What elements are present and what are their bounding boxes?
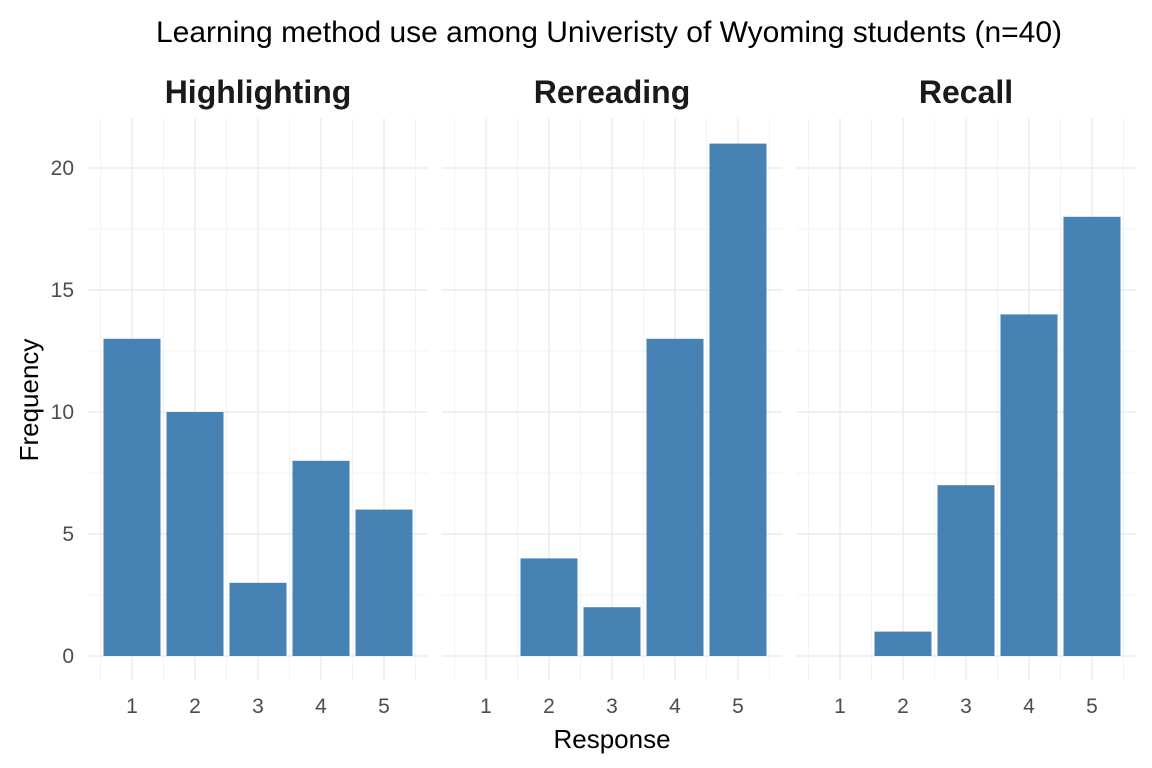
x-tick-label: 5	[732, 695, 744, 718]
x-tick-label: 1	[834, 695, 846, 718]
x-tick-label: 4	[669, 695, 681, 718]
bar-rereading-2	[520, 558, 578, 656]
bar-highlighting-5	[355, 509, 413, 656]
x-tick-label: 1	[126, 695, 138, 718]
y-tick-label: 0	[62, 645, 74, 668]
bar-rereading-5	[709, 143, 767, 657]
bar-highlighting-1	[103, 338, 161, 656]
x-tick-label: 3	[606, 695, 618, 718]
x-tick-label: 1	[480, 695, 492, 718]
bar-recall-2	[874, 631, 932, 656]
x-tick-label: 4	[315, 695, 327, 718]
bar-recall-5	[1063, 216, 1121, 657]
x-tick-label: 2	[897, 695, 909, 718]
y-tick-label: 20	[51, 157, 74, 180]
facet-panel-highlighting: 1 2 3 4 5 Highlighting	[88, 74, 428, 718]
facet-strip-label: Recall	[919, 74, 1013, 110]
y-axis-title: Frequency	[14, 339, 44, 462]
x-tick-label: 2	[189, 695, 201, 718]
bar-highlighting-2	[166, 412, 224, 656]
x-tick-label: 2	[543, 695, 555, 718]
facet-strip-label: Highlighting	[165, 74, 352, 110]
facet-panels: 1 2 3 4 5 Highlighting 1 2 3 4 5 Rereading 1 2 3 4 5 Reca…	[88, 74, 1136, 718]
bar-recall-4	[1000, 314, 1058, 656]
x-tick-label: 3	[252, 695, 264, 718]
x-tick-label: 5	[1086, 695, 1098, 718]
y-tick-label: 5	[62, 523, 74, 546]
x-tick-label: 5	[378, 695, 390, 718]
y-tick-label: 10	[51, 401, 74, 424]
facet-panel-recall: 1 2 3 4 5 Recall	[796, 74, 1136, 718]
bar-highlighting-4	[292, 460, 350, 656]
x-tick-label: 3	[960, 695, 972, 718]
bar-rereading-4	[646, 338, 704, 656]
bar-recall-3	[937, 485, 995, 656]
bar-rereading-3	[583, 607, 641, 656]
y-tick-label: 15	[51, 279, 74, 302]
x-tick-label: 4	[1023, 695, 1035, 718]
bar-highlighting-3	[229, 582, 287, 656]
facet-panel-rereading: 1 2 3 4 5 Rereading	[442, 74, 782, 718]
y-axis-ticks: 0 5 10 15 20	[51, 157, 74, 668]
x-axis-title: Response	[553, 724, 670, 754]
chart-title: Learning method use among Univeristy of …	[156, 16, 1062, 49]
facet-strip-label: Rereading	[534, 74, 690, 110]
